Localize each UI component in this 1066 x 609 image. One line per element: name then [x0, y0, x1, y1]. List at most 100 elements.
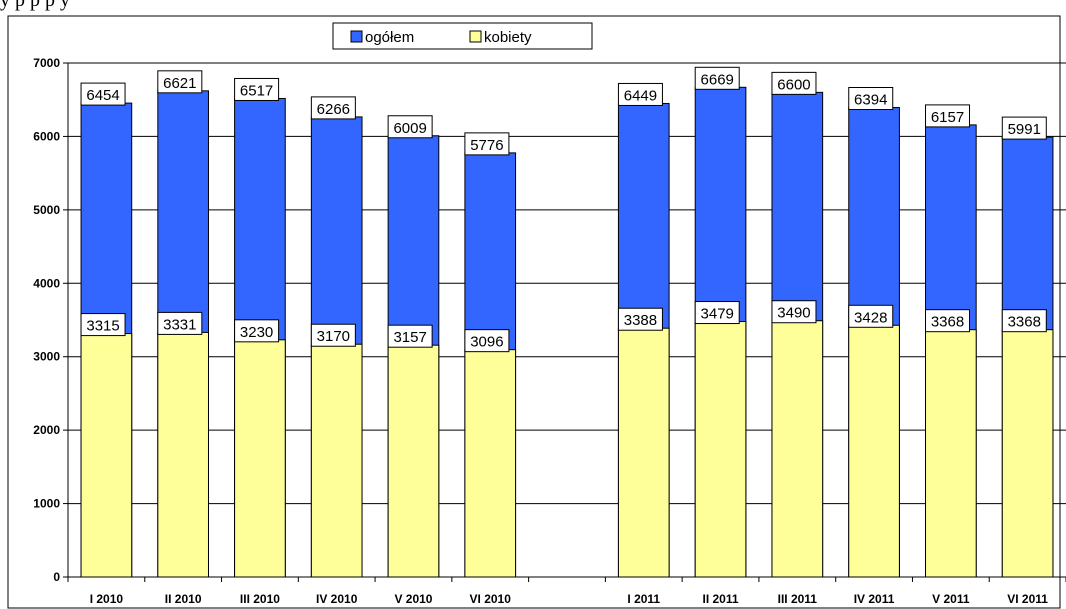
x-tick-label: VI 2010 [470, 592, 512, 606]
data-label-text: 6454 [86, 87, 119, 104]
legend-label: ogółem [365, 29, 414, 46]
data-label-box [387, 115, 433, 139]
y-tick-label: 1000 [33, 497, 60, 511]
bar-women [848, 324, 900, 578]
data-label-total: 6266 [310, 96, 356, 120]
data-label-text: 6394 [854, 91, 887, 108]
data-label-box [157, 70, 203, 94]
data-label-text: 3331 [163, 316, 196, 333]
x-tick-label: III 2010 [240, 592, 280, 606]
data-label-box [771, 71, 817, 95]
bar-women [771, 320, 824, 578]
bar-women [310, 343, 363, 578]
x-tick-label: VI 2011 [1007, 592, 1048, 606]
data-label-total: 6600 [771, 71, 817, 95]
data-label-women: 3388 [617, 307, 663, 331]
data-label-women: 3490 [771, 300, 817, 324]
bar-women [1001, 329, 1054, 578]
data-label-text: 3230 [240, 324, 273, 341]
data-label-box [848, 304, 894, 328]
x-tick-label: V 2011 [932, 592, 970, 606]
legend-label: kobiety [484, 29, 532, 46]
legend-box [332, 22, 593, 50]
data-label-total: 5991 [1001, 116, 1047, 140]
data-label-text: 6266 [317, 101, 350, 118]
data-label-total: 6669 [694, 66, 740, 90]
bar-women [80, 333, 133, 578]
data-label-box [157, 311, 203, 335]
x-tick-label: II 2010 [165, 592, 202, 606]
legend: ogółem kobiety [332, 22, 593, 50]
data-label-box [694, 66, 740, 90]
data-label-box [925, 309, 971, 333]
data-label-text: 3096 [470, 334, 503, 351]
data-label-box [234, 319, 280, 343]
data-label-box [310, 323, 356, 347]
data-label-text: 3428 [854, 309, 887, 326]
x-tick-label: IV 2011 [854, 592, 895, 606]
data-label-total: 6517 [234, 77, 280, 101]
bar-women [617, 327, 670, 578]
y-tick-label: 7000 [33, 56, 60, 70]
y-tick-label: 6000 [33, 129, 60, 143]
data-label-text: 6621 [163, 75, 196, 92]
data-label-women: 3479 [694, 301, 740, 325]
data-label-box [617, 307, 663, 331]
clipped-header-text: y p p p y [0, 0, 70, 11]
data-label-box [617, 82, 663, 106]
x-tick-label: I 2011 [627, 592, 660, 606]
data-label-box [310, 96, 356, 120]
data-label-women: 3315 [80, 313, 126, 337]
data-label-box [694, 301, 740, 325]
y-tick-label: 0 [53, 570, 60, 584]
data-label-text: 3388 [624, 312, 657, 329]
data-label-text: 3157 [393, 329, 426, 346]
data-label-box [771, 300, 817, 324]
y-tick-label: 4000 [33, 276, 60, 290]
data-label-box [464, 329, 510, 353]
data-label-women: 3230 [234, 319, 280, 343]
data-label-text: 3315 [86, 318, 119, 335]
axes: 0 1000 2000 3000 4000 5000 6000 7000 I 2010 II 20… [33, 56, 1066, 606]
data-label-total: 6454 [80, 82, 126, 106]
data-label-total: 5776 [464, 132, 510, 156]
data-label-box [80, 82, 126, 106]
data-label-text: 6009 [393, 120, 426, 137]
data-label-box [464, 132, 510, 156]
bar-women [694, 321, 747, 578]
data-label-box [387, 324, 433, 348]
bar-women [234, 339, 286, 578]
data-label-box [848, 86, 894, 110]
data-label-box [234, 77, 280, 101]
data-label-box [1001, 116, 1047, 140]
x-tick-label: III 2011 [778, 592, 818, 606]
bar-women [464, 349, 517, 578]
data-label-text: 6669 [701, 71, 734, 88]
data-label-text: 5776 [470, 137, 503, 154]
x-tick-label: V 2010 [394, 592, 432, 606]
bar-women [925, 329, 977, 578]
data-label-total: 6449 [617, 82, 663, 106]
data-label-women: 3157 [387, 324, 433, 348]
x-tick-label: IV 2010 [316, 592, 358, 606]
data-label-women: 3096 [464, 329, 510, 353]
data-label-text: 6157 [931, 109, 964, 126]
legend-swatch [469, 30, 482, 43]
data-label-total: 6394 [848, 86, 894, 110]
x-tick-label: I 2010 [90, 592, 124, 606]
y-tick-label: 5000 [33, 203, 60, 217]
data-label-women: 3428 [848, 304, 894, 328]
data-label-total: 6621 [157, 70, 203, 94]
data-label-text: 3368 [1008, 314, 1041, 331]
data-label-women: 3331 [157, 311, 203, 335]
data-label-text: 3170 [317, 328, 350, 345]
data-label-women: 3368 [925, 309, 971, 333]
data-label-text: 3490 [777, 305, 810, 322]
data-label-text: 3479 [701, 306, 734, 323]
data-label-text: 6517 [240, 82, 273, 99]
data-label-text: 3368 [931, 314, 964, 331]
data-label-total: 6157 [925, 104, 971, 128]
data-label-box [925, 104, 971, 128]
data-labels: 6454 6621 6517 6266 6009 5776 6449 6669 6600 6394… [80, 66, 1047, 353]
